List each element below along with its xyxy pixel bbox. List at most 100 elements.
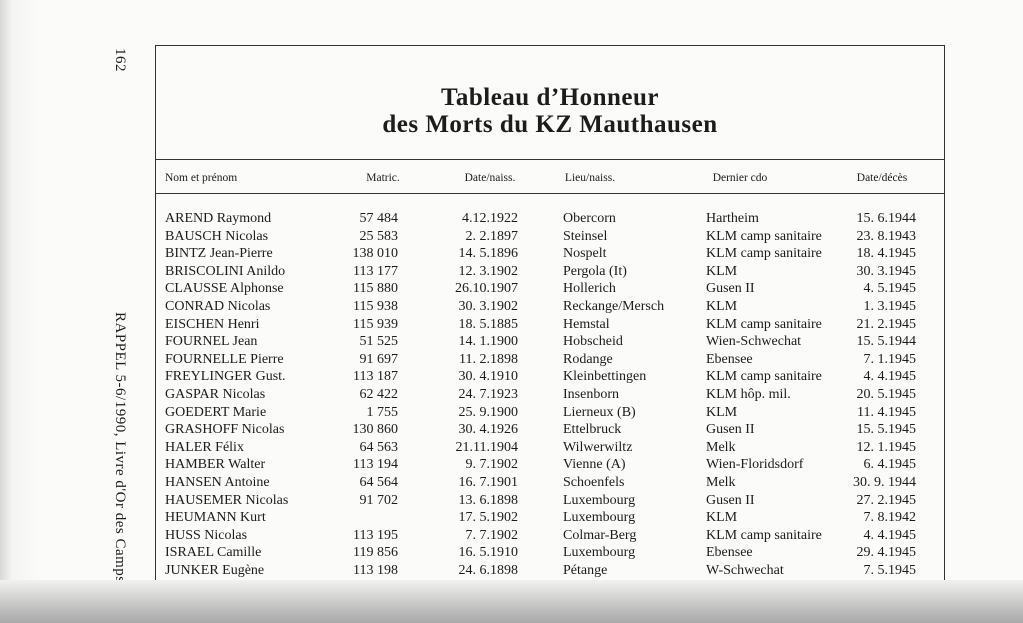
birth-date-cell: 18. 5.1885 <box>458 316 519 332</box>
last-camp-cell: Ebensee <box>706 545 753 561</box>
matric-cell: 51 525 <box>359 334 399 350</box>
last-camp-cell: Gusen II <box>706 422 755 438</box>
birth-place-cell: Colmar-Berg <box>563 527 637 543</box>
birth-date-cell: 11. 2.1898 <box>459 351 518 367</box>
name-cell: HANSEN Antoine <box>165 475 270 490</box>
birth-place-cell: Pergola (It) <box>563 263 627 279</box>
matric-cell: 115 938 <box>353 299 398 314</box>
page-number: 162 <box>112 48 128 72</box>
last-camp-cell: KLM camp sanitaire <box>706 316 822 332</box>
matric-cell: 119 856 <box>353 545 398 561</box>
title-line: des Morts du KZ Mauthausen <box>382 111 718 138</box>
birth-date-cell: 24. 7.1923 <box>458 387 519 402</box>
matric-cell: 113 187 <box>353 369 398 385</box>
name-cell: FREYLINGER Gust. <box>165 369 286 385</box>
birth-date-cell: 12. 3.1902 <box>458 263 519 279</box>
title-line: Tableau d’Honneur <box>440 84 660 111</box>
last-camp-cell: Melk <box>706 475 736 490</box>
name-cell: HALER Félix <box>165 439 244 455</box>
matric-cell: 113 195 <box>353 527 398 543</box>
birth-date-cell: 30. 3.1902 <box>458 299 519 314</box>
birth-place-cell: Kleinbettingen <box>563 369 647 385</box>
death-date-cell: 29. 4.1945 <box>856 545 917 561</box>
birth-date-cell: 25. 9.1900 <box>458 404 519 420</box>
name-cell: BINTZ Jean-Pierre <box>165 246 273 262</box>
death-date-cell: 7. 8.1942 <box>863 510 917 526</box>
death-date-cell: 15. 6.1944 <box>856 211 917 226</box>
death-date-cell: 27. 2.1945 <box>856 492 917 508</box>
birth-place-cell: Schoenfels <box>563 475 625 490</box>
death-date-cell: 7. 1.1945 <box>863 351 917 367</box>
table-frame <box>155 45 945 585</box>
last-camp-cell: KLM <box>706 404 738 420</box>
name-cell: BAUSCH Nicolas <box>165 228 269 244</box>
birth-place-cell: Ettelbruck <box>563 422 622 438</box>
name-cell: HAMBER Walter <box>165 457 266 473</box>
death-date-cell: 4. 5.1945 <box>863 281 917 297</box>
birth-place-cell: Steinsel <box>563 228 608 244</box>
column-header: Nom et prénom <box>165 172 238 184</box>
death-date-cell: 23. 8.1943 <box>856 228 917 244</box>
last-camp-cell: KLM camp sanitaire <box>706 228 822 244</box>
death-date-cell: 18. 4.1945 <box>856 246 917 262</box>
rule <box>155 193 945 194</box>
column-header: Dernier cdo <box>712 172 768 184</box>
birth-place-cell: Obercorn <box>563 211 616 226</box>
birth-date-cell: 14. 1.1900 <box>458 334 519 350</box>
birth-place-cell: Pétange <box>563 563 608 578</box>
name-cell: AREND Raymond <box>165 211 272 226</box>
matric-cell: 91 702 <box>359 492 399 508</box>
birth-place-cell: Luxembourg <box>563 510 636 526</box>
last-camp-cell: Gusen II <box>706 492 755 508</box>
name-cell: ISRAEL Camille <box>165 545 262 561</box>
name-cell: FOURNELLE Pierre <box>165 351 284 367</box>
column-header: Date/décès <box>856 172 908 184</box>
matric-cell: 62 422 <box>359 387 399 402</box>
matric-cell: 57 484 <box>359 211 399 226</box>
death-date-cell: 11. 4.1945 <box>857 404 916 420</box>
running-footer: RAPPEL 5-6/1990, Livre d'Or des Camps <box>112 312 128 583</box>
birth-date-cell: 30. 4.1910 <box>458 369 519 385</box>
birth-place-cell: Wilwerwiltz <box>563 439 633 455</box>
birth-place-cell: Vienne (A) <box>563 457 626 473</box>
last-camp-cell: Melk <box>706 439 736 455</box>
matric-cell: 115 939 <box>353 316 398 332</box>
birth-date-cell: 30. 4.1926 <box>458 422 519 438</box>
matric-cell: 113 177 <box>353 263 398 279</box>
column-header: Date/naiss. <box>464 172 516 184</box>
name-cell: EISCHEN Henri <box>165 316 260 332</box>
rule <box>155 159 945 160</box>
matric-cell: 64 563 <box>359 439 399 455</box>
last-camp-cell: KLM camp sanitaire <box>706 246 822 262</box>
birth-date-cell: 21.11.1904 <box>455 439 518 455</box>
death-date-cell: 6. 4.1945 <box>863 457 917 473</box>
matric-cell: 113 198 <box>353 563 398 578</box>
birth-place-cell: Insenborn <box>563 387 619 402</box>
death-date-cell: 21. 2.1945 <box>856 316 917 332</box>
name-cell: GRASHOFF Nicolas <box>165 422 285 438</box>
column-header: Matric. <box>366 172 400 184</box>
death-date-cell: 7. 5.1945 <box>863 563 917 578</box>
birth-date-cell: 13. 6.1898 <box>458 492 519 508</box>
name-cell: HAUSEMER Nicolas <box>165 492 289 508</box>
birth-date-cell: 16. 5.1910 <box>458 545 519 561</box>
death-date-cell: 15. 5.1945 <box>856 422 917 438</box>
birth-date-cell: 7. 7.1902 <box>465 527 519 543</box>
birth-place-cell: Lierneux (B) <box>563 404 636 420</box>
last-camp-cell: KLM <box>706 263 738 279</box>
name-cell: GOEDERT Marie <box>165 404 267 420</box>
matric-cell: 113 194 <box>353 457 398 473</box>
birth-date-cell: 4.12.1922 <box>462 211 518 226</box>
birth-place-cell: Reckange/Mersch <box>563 299 665 314</box>
birth-place-cell: Luxembourg <box>563 545 636 561</box>
last-camp-cell: KLM <box>706 299 738 314</box>
death-date-cell: 1. 3.1945 <box>863 299 917 314</box>
matric-cell: 115 880 <box>353 281 398 297</box>
last-camp-cell: Hartheim <box>706 211 759 226</box>
matric-cell: 91 697 <box>359 351 399 367</box>
birth-place-cell: Rodange <box>563 351 613 367</box>
name-cell: BRISCOLINI Anildo <box>165 263 286 279</box>
name-cell: GASPAR Nicolas <box>165 387 266 402</box>
birth-date-cell: 2. 2.1897 <box>465 228 519 244</box>
